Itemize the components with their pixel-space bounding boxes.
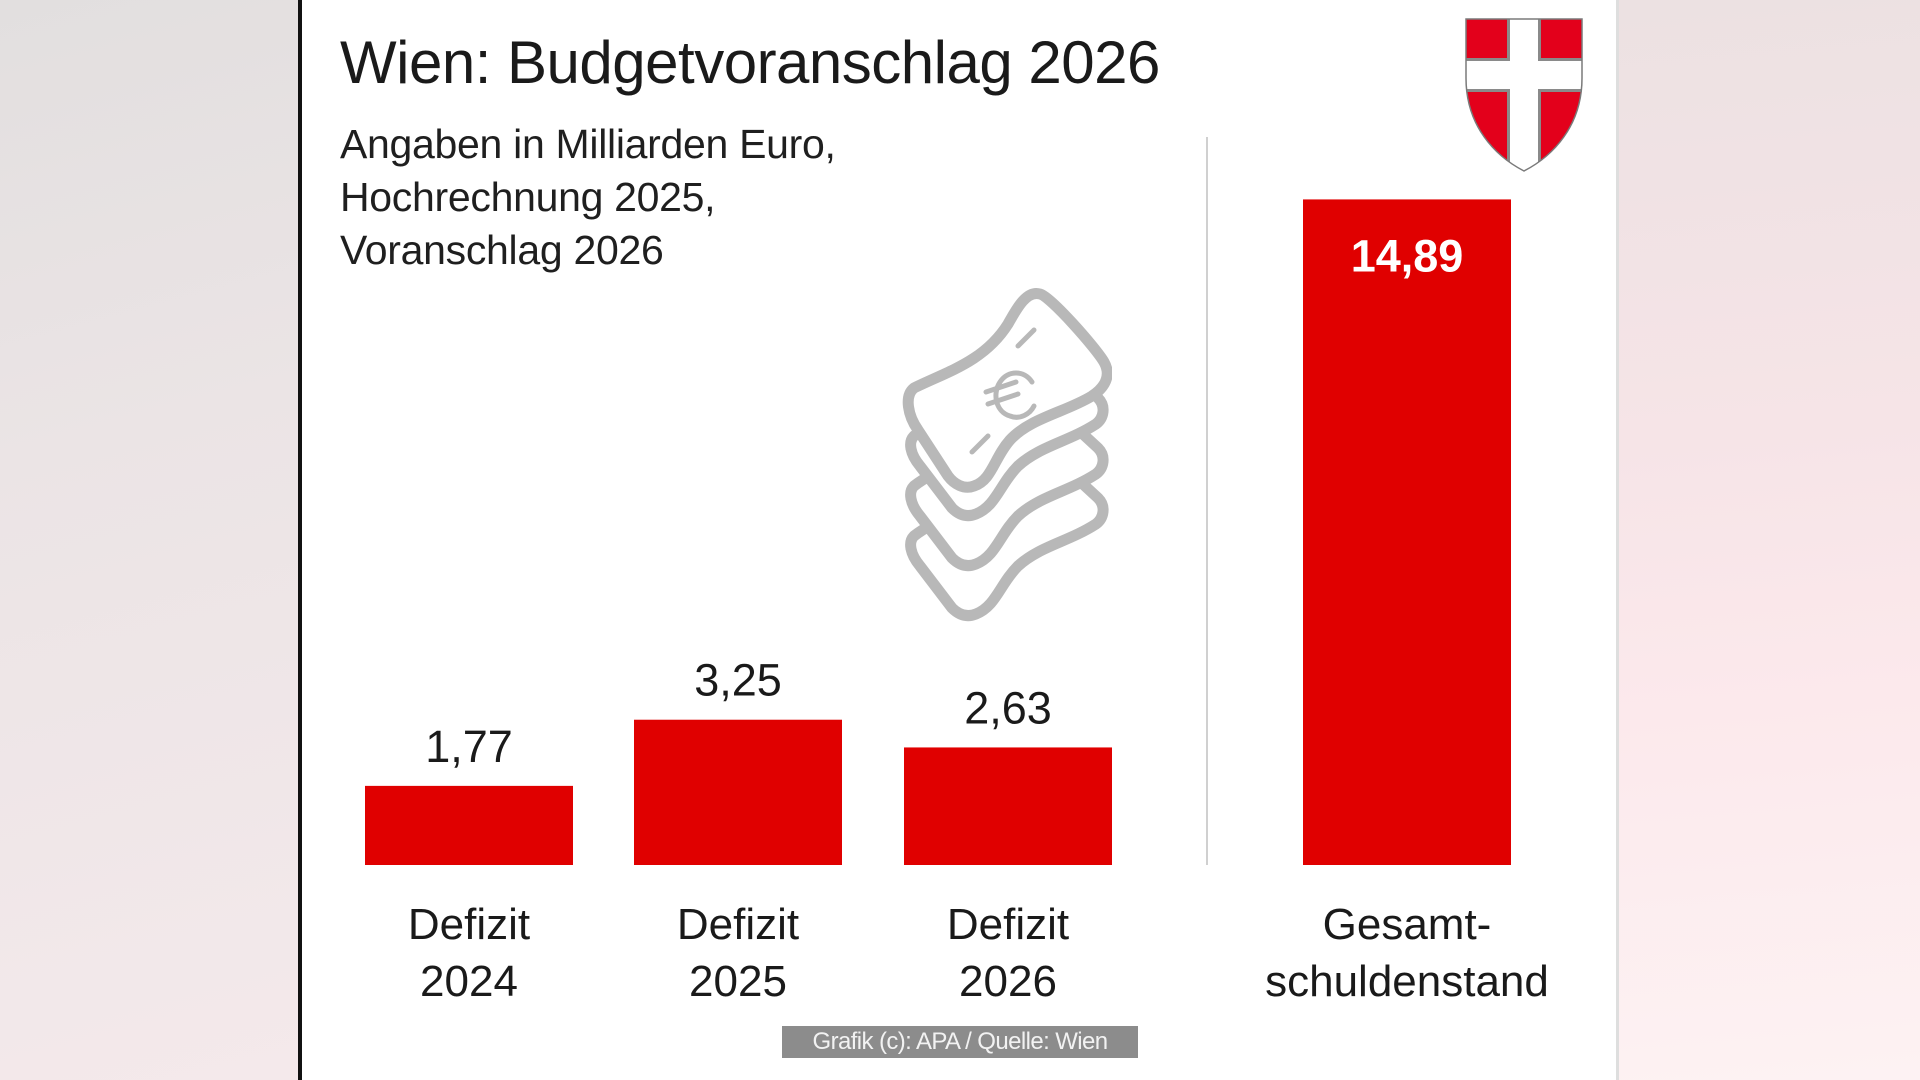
chart-title: Wien: Budgetvoranschlag 2026 <box>340 29 1160 96</box>
category-label: 2026 <box>959 957 1057 1006</box>
euro-banknote-stack-icon <box>902 288 1112 622</box>
category-label: 2024 <box>420 957 518 1006</box>
bar-1 <box>365 785 573 865</box>
value-label: 2,63 <box>964 682 1052 733</box>
panel-edge <box>1616 0 1619 1080</box>
subtitle-line: Voranschlag 2026 <box>340 227 664 273</box>
value-label: 1,77 <box>425 721 513 772</box>
category-label: Gesamt- <box>1323 900 1492 949</box>
subtitle-line: Angaben in Milliarden Euro, <box>340 121 836 167</box>
category-label: Defizit <box>947 900 1069 949</box>
background-right <box>1619 0 1920 1080</box>
category-label: 2025 <box>689 957 787 1006</box>
vienna-coat-of-arms-icon <box>1465 18 1583 172</box>
subtitle-line: Hochrechnung 2025, <box>340 174 716 220</box>
source-credit: Grafik (c): APA / Quelle: Wien <box>782 1026 1138 1058</box>
bar-2 <box>634 719 842 865</box>
background-left <box>0 0 298 1080</box>
category-label: Defizit <box>677 900 799 949</box>
category-label: Defizit <box>408 900 530 949</box>
chart-subtitle: Angaben in Milliarden Euro, Hochrechnung… <box>340 118 836 277</box>
bar-4 <box>1303 199 1511 866</box>
value-label: 14,89 <box>1351 230 1464 281</box>
frame-border <box>298 0 302 1080</box>
value-label: 3,25 <box>694 655 782 706</box>
category-label: schuldenstand <box>1265 957 1549 1006</box>
bar-3 <box>904 747 1112 865</box>
